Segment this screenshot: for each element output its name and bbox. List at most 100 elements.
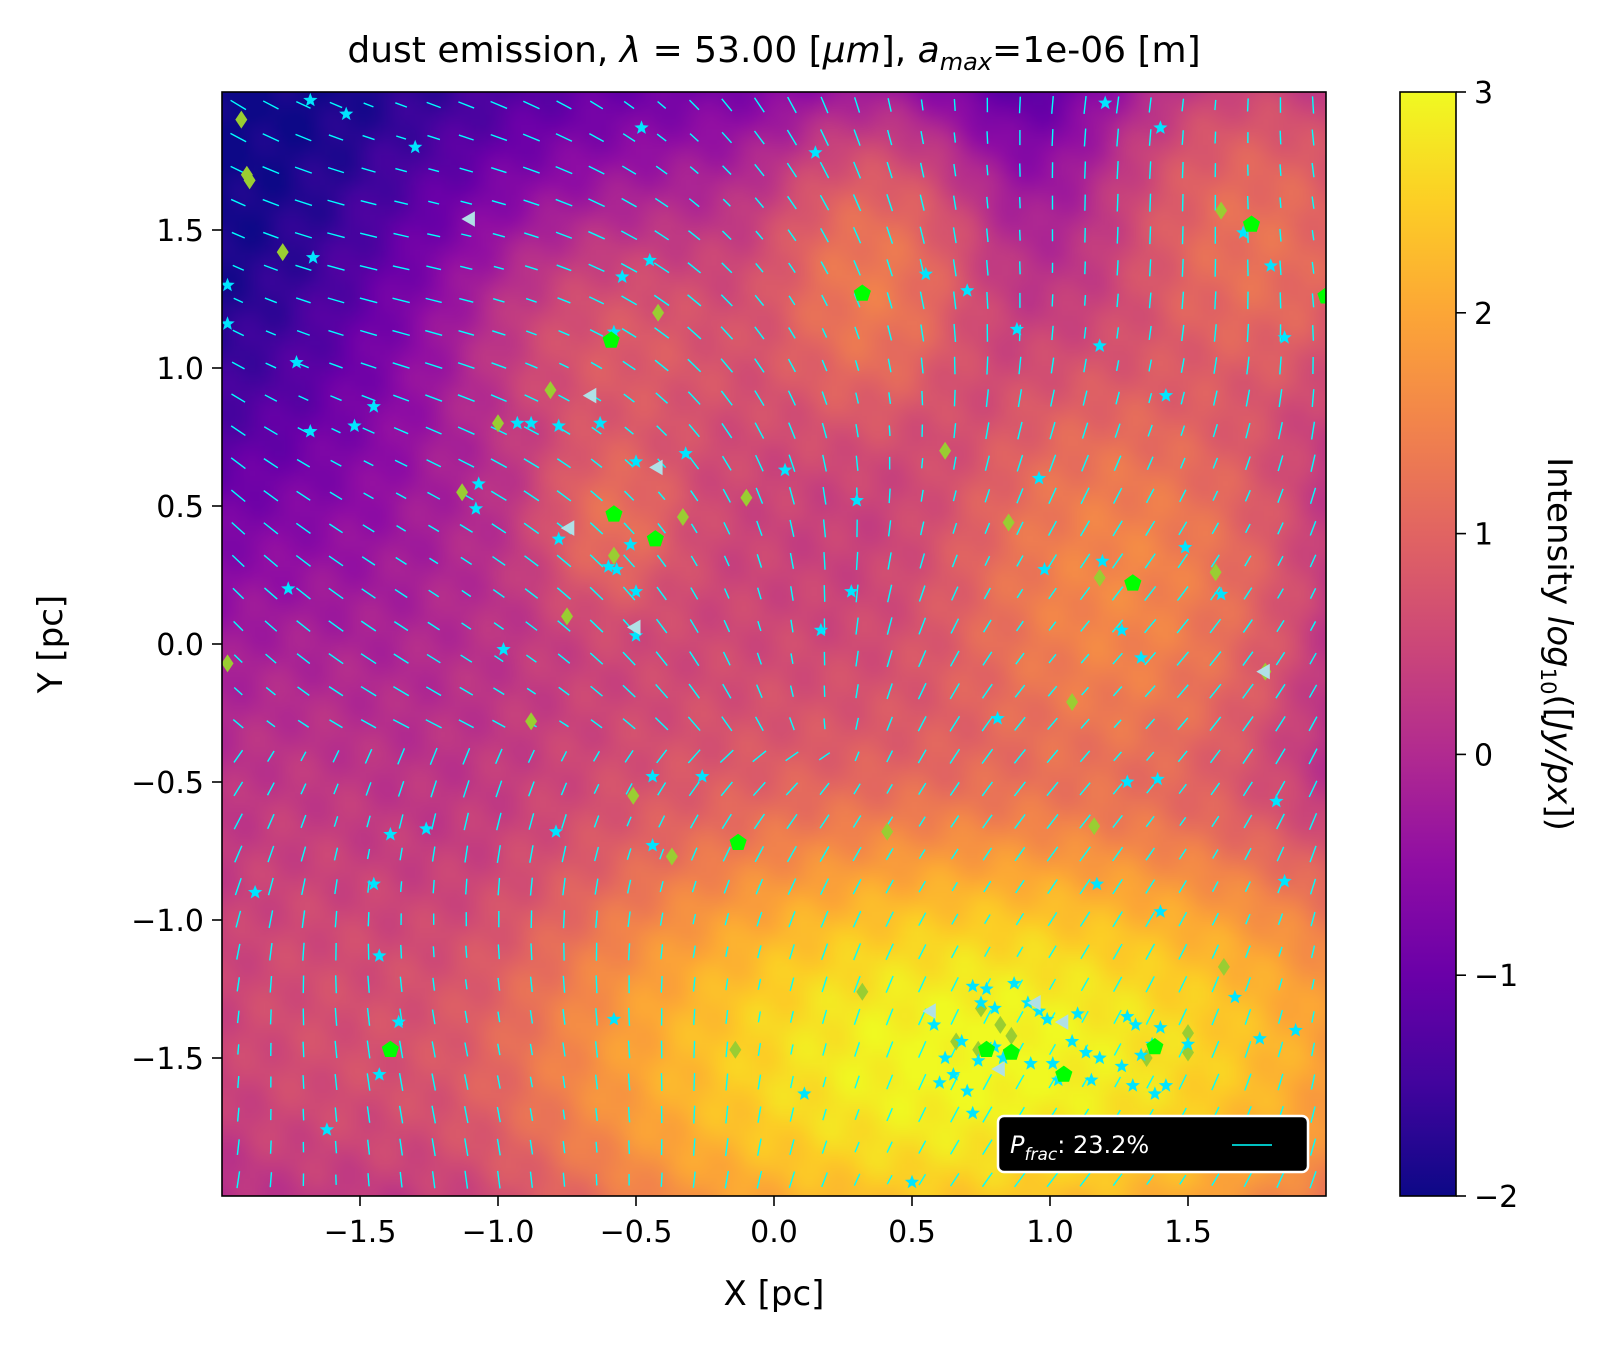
- polarization-vector: [982, 814, 993, 829]
- polarization-vector: [529, 845, 534, 863]
- polarization-vector: [1308, 812, 1318, 830]
- polarization-vector: [459, 686, 474, 696]
- diamond-marker: [1066, 692, 1079, 711]
- polarization-vector: [523, 426, 540, 436]
- polarization-vector: [1181, 130, 1184, 145]
- polarization-vector: [1112, 686, 1123, 697]
- polarization-vector: [1176, 684, 1189, 699]
- star-marker: [628, 584, 644, 598]
- polarization-vector: [757, 945, 762, 959]
- polarization-vector: [886, 617, 893, 635]
- polarization-vector: [522, 166, 540, 174]
- polarization-vector: [496, 1106, 501, 1123]
- polarization-vector: [360, 719, 377, 729]
- colorbar-label-log: log: [1539, 616, 1579, 668]
- polarization-vector: [885, 911, 894, 927]
- polarization-vector: [595, 1141, 598, 1153]
- polarization-vector: [525, 362, 538, 369]
- polarization-vector: [496, 1138, 501, 1156]
- polarization-vector: [653, 262, 670, 274]
- polarization-vector: [395, 492, 407, 500]
- polarization-vector: [756, 520, 763, 537]
- polarization-vector: [920, 99, 924, 111]
- diamond-marker: [456, 483, 469, 502]
- star-marker: [1125, 1078, 1140, 1092]
- diamond-marker: [729, 1040, 742, 1059]
- polarization-vector: [720, 358, 734, 373]
- polarization-vector: [297, 362, 309, 369]
- polarization-vector: [461, 589, 472, 598]
- polarization-vector: [491, 523, 507, 534]
- polarization-vector: [589, 522, 604, 535]
- polarization-vector: [918, 944, 927, 960]
- polarization-vector: [692, 913, 697, 925]
- polarization-vector: [262, 100, 279, 110]
- polarization-vector: [787, 96, 797, 114]
- pentagon-marker: [602, 331, 620, 348]
- polarization-vector: [953, 291, 957, 310]
- polarization-vector: [787, 229, 797, 242]
- colorbar-label-open: ([: [1539, 695, 1579, 722]
- polarization-vector: [1177, 553, 1189, 569]
- polarization-vector: [298, 395, 309, 401]
- polarization-vector: [392, 297, 410, 304]
- polarization-vector: [1181, 98, 1185, 112]
- polarization-vector: [722, 488, 732, 503]
- polarization-vector: [1016, 521, 1024, 536]
- polarization-vector: [852, 194, 862, 212]
- polarization-vector: [949, 1139, 960, 1155]
- polarization-vector: [558, 394, 570, 402]
- polarization-vector: [362, 524, 375, 533]
- colorbar-label-unit: Jy/px: [1539, 715, 1579, 805]
- polarization-vector: [432, 977, 436, 991]
- polarization-vector: [1145, 815, 1155, 828]
- polarization-vector: [628, 1007, 631, 1026]
- polarization-vector: [952, 195, 957, 210]
- polarization-vector: [918, 880, 926, 893]
- polarization-vector: [1275, 813, 1285, 830]
- title-amax-rest: =1e-06 [m]: [992, 30, 1201, 71]
- polarization-vector: [1308, 780, 1318, 798]
- polarization-vector: [885, 943, 894, 961]
- polarization-vector: [623, 100, 635, 110]
- polarization-vector: [1211, 944, 1220, 960]
- polarization-vector: [920, 130, 925, 145]
- polarization-vector: [301, 878, 306, 895]
- polarization-vector: [721, 455, 732, 471]
- polarization-vector: [1081, 686, 1089, 696]
- pentagon-marker: [1146, 1038, 1164, 1055]
- polarization-vector: [334, 910, 338, 928]
- polarization-vector: [588, 165, 605, 175]
- polarization-vector: [1246, 98, 1249, 112]
- polarization-vector: [328, 523, 343, 534]
- polarization-vector: [328, 587, 344, 600]
- polarization-vector: [1018, 356, 1022, 375]
- polarization-vector: [1046, 749, 1059, 764]
- polarization-vector: [463, 1074, 469, 1090]
- polarization-vector: [984, 555, 991, 566]
- polarization-vector: [395, 556, 407, 565]
- polarization-vector: [1018, 96, 1021, 114]
- title-mid: ],: [881, 30, 918, 71]
- polarization-vector: [820, 261, 829, 275]
- star-marker: [1020, 995, 1036, 1009]
- polarization-vector: [1145, 1008, 1155, 1025]
- polarization-vector: [754, 716, 764, 732]
- polarization-vector: [886, 750, 894, 763]
- polarization-vector: [687, 262, 702, 274]
- polarization-vector: [1277, 421, 1283, 440]
- polarization-vector: [362, 134, 375, 141]
- polarization-vector: [951, 586, 959, 601]
- polarization-vector: [330, 395, 342, 402]
- polarization-vector: [367, 975, 370, 993]
- polarization-vector: [918, 912, 927, 926]
- polarization-vector: [427, 233, 441, 238]
- polarization-vector: [559, 362, 569, 369]
- polarization-vector: [789, 977, 795, 992]
- intensity-heatmap: [222, 92, 1326, 1196]
- star-marker: [965, 978, 980, 993]
- star-marker: [1153, 1020, 1168, 1034]
- x-tick-label: −1.0: [462, 1215, 535, 1250]
- polarization-vector: [1112, 911, 1123, 928]
